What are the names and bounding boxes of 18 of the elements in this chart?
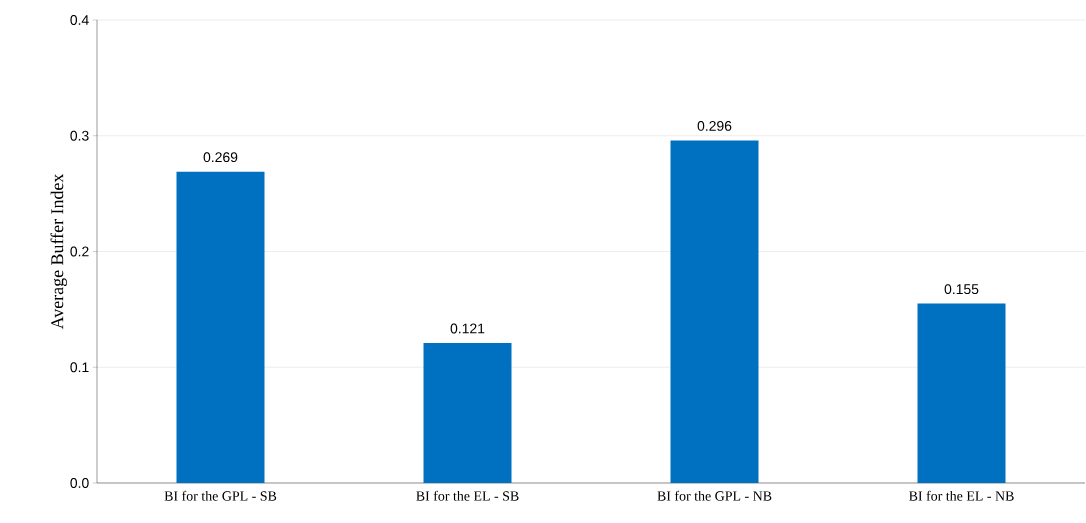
- y-tick-label: 0.0: [70, 478, 89, 488]
- data-label: 0.155: [944, 284, 979, 295]
- y-tick-label: 0.1: [70, 362, 89, 373]
- y-tick-label: 0.4: [70, 15, 89, 25]
- y-tick-label: 0.2: [70, 246, 89, 257]
- y-tick-label: 0.3: [70, 130, 89, 141]
- bar: [670, 140, 759, 483]
- x-tick-label: BI for the GPL - SB: [164, 490, 277, 501]
- x-tick-label: BI for the EL - NB: [909, 490, 1014, 501]
- data-label: 0.296: [697, 120, 732, 131]
- bar: [423, 342, 512, 483]
- y-axis-title: Average Buffer Index: [50, 173, 67, 330]
- x-tick-label: BI for the GPL - NB: [657, 490, 772, 501]
- data-label: 0.121: [450, 323, 485, 334]
- bar: [176, 171, 265, 483]
- data-label: 0.269: [203, 152, 238, 163]
- x-tick-label: BI for the EL - SB: [416, 490, 519, 501]
- bar: [917, 303, 1006, 483]
